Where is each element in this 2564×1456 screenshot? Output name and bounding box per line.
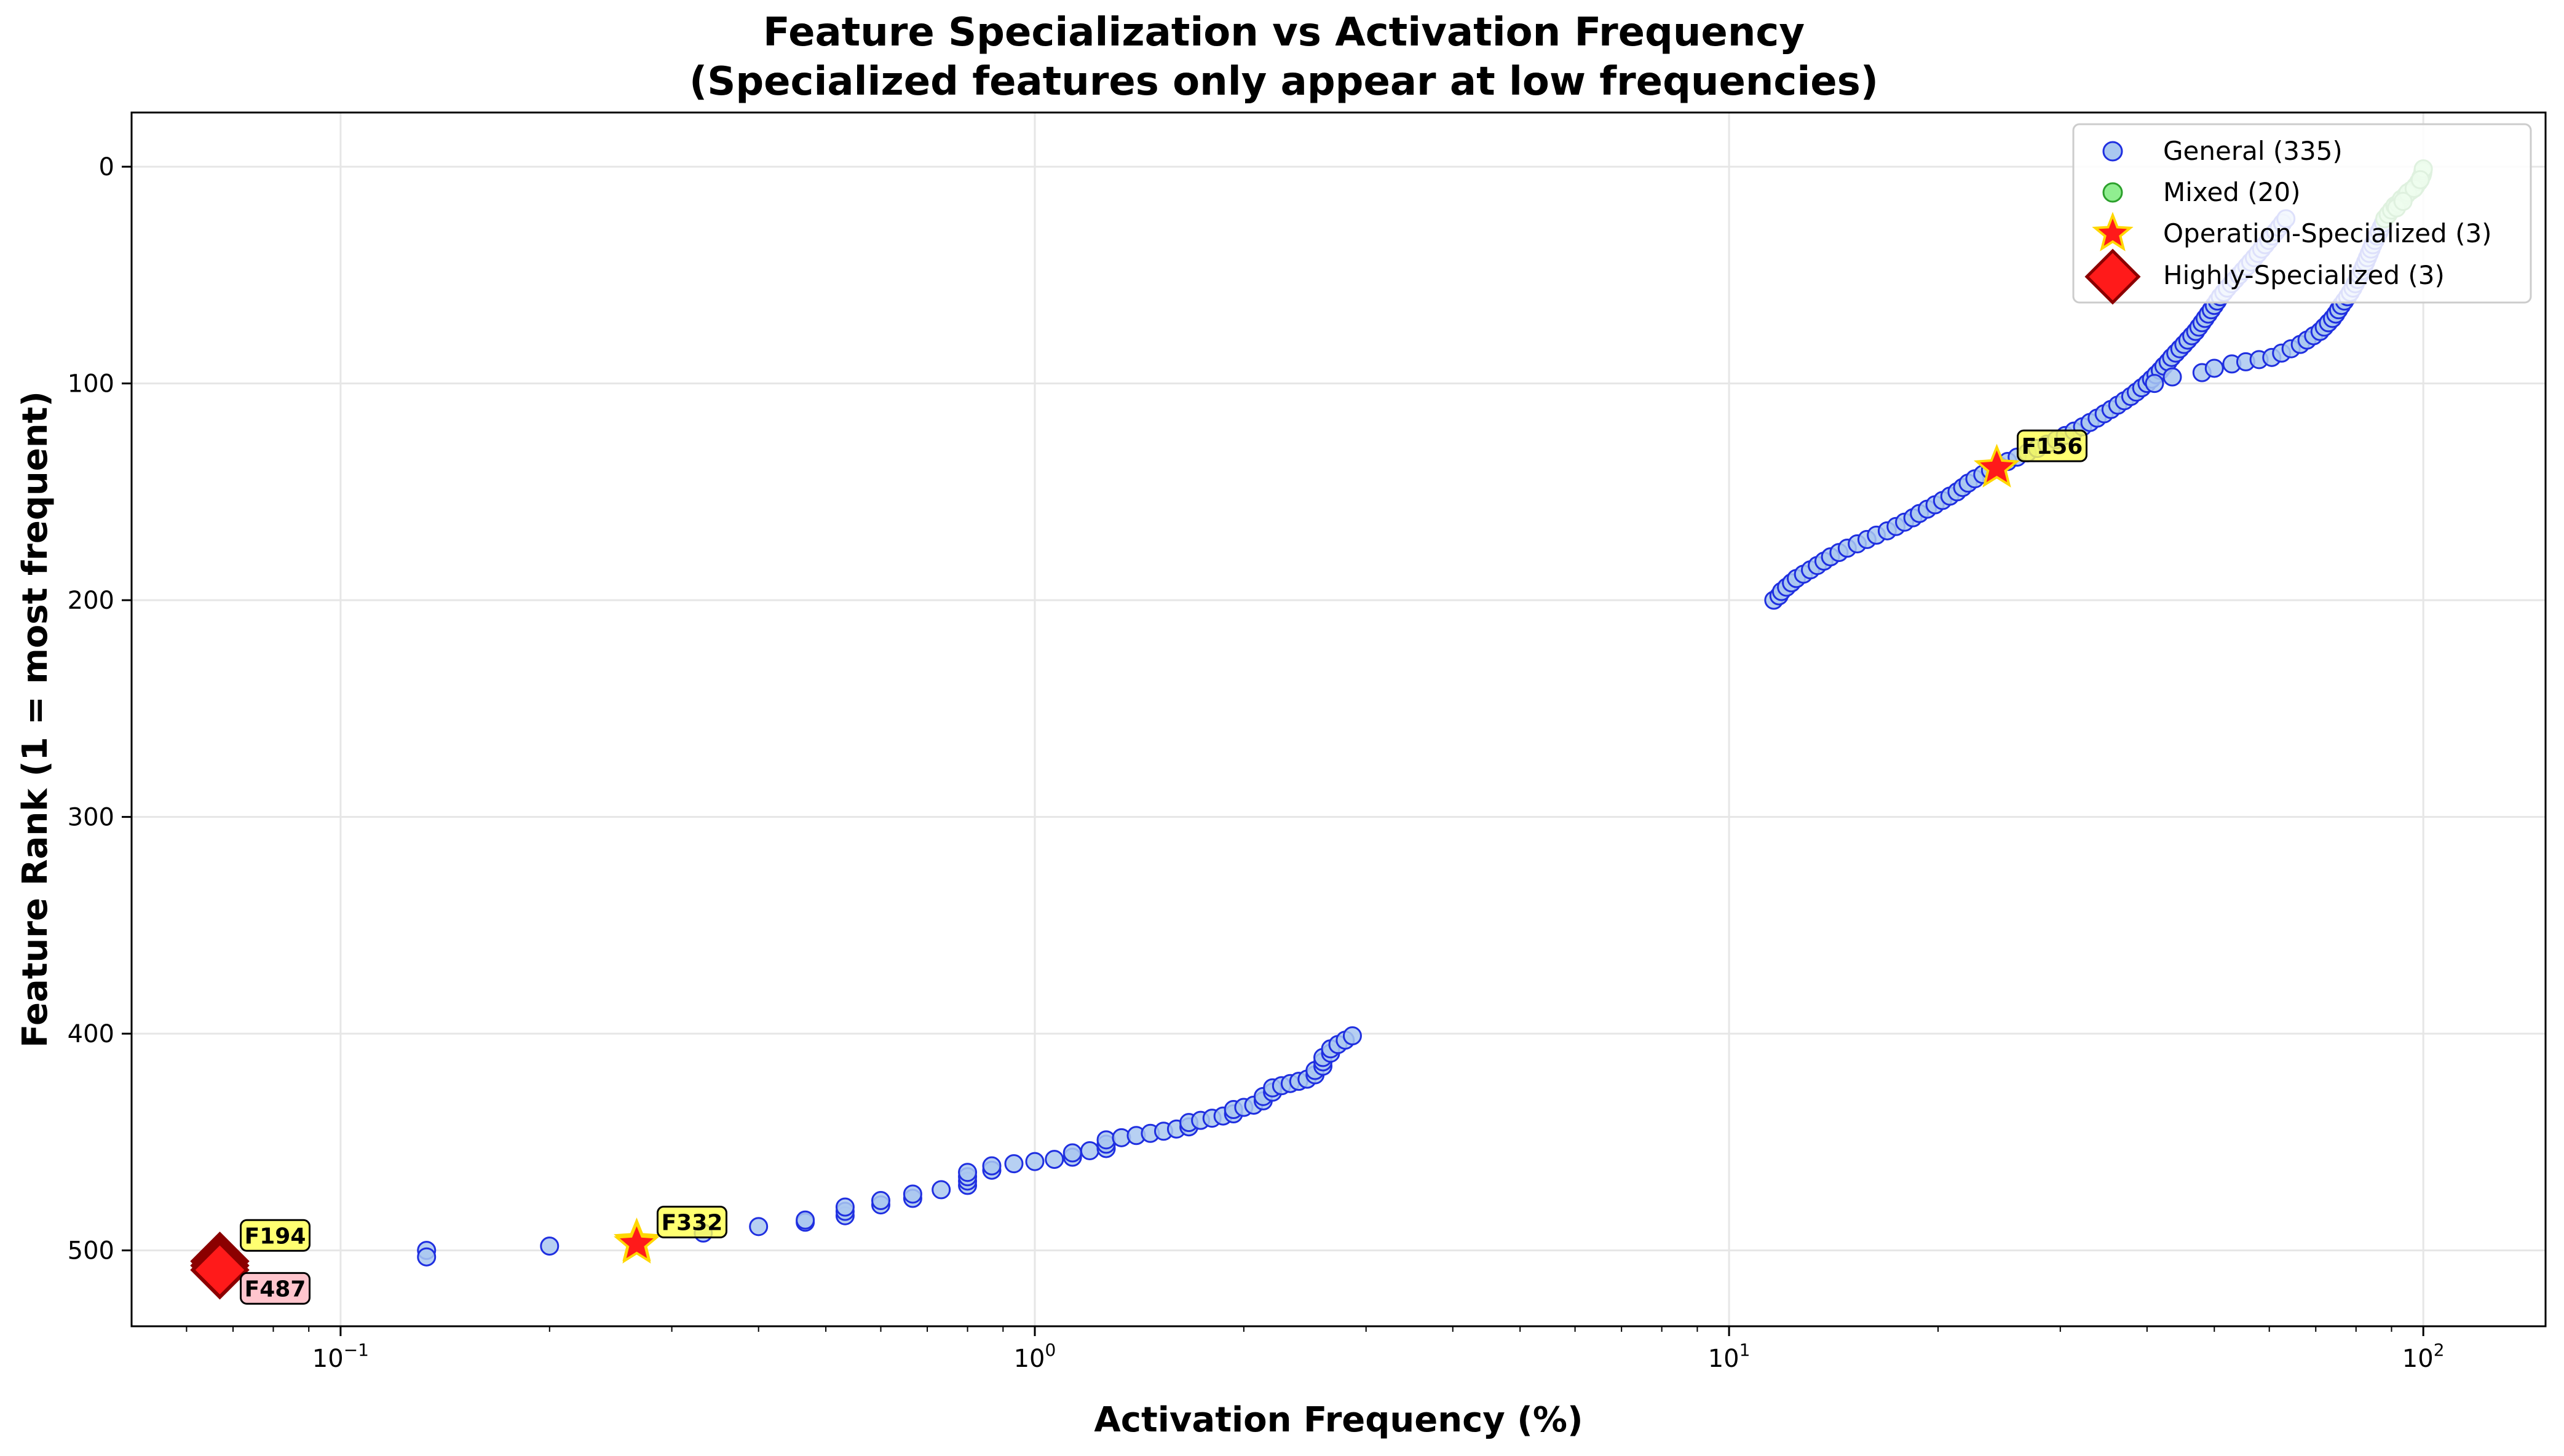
general-point — [1062, 1143, 1082, 1163]
axis-ticks: 10−1 100 101 102 0 100 200 300 400 500 — [68, 153, 2445, 1373]
general-point — [2204, 358, 2224, 378]
general-point — [1096, 1130, 1116, 1150]
general-point — [903, 1184, 922, 1204]
legend-marker-general — [2102, 141, 2123, 162]
y-tick-label: 400 — [68, 1020, 114, 1048]
highly-specialized-point — [190, 1240, 250, 1300]
general-point — [1342, 1026, 1362, 1046]
legend-label-operation-specialized: Operation-Specialized (3) — [2163, 218, 2492, 248]
general-point — [1004, 1154, 1024, 1174]
general-point — [871, 1191, 890, 1211]
y-tick-label: 0 — [99, 153, 114, 181]
annotation-label: F332 — [662, 1211, 723, 1236]
operation-specialized-point — [614, 1219, 660, 1264]
general-point — [417, 1247, 437, 1267]
general-point — [2162, 367, 2182, 387]
legend-marker-mixed — [2102, 182, 2123, 203]
x-tick-label: 100 — [1014, 1340, 1056, 1373]
y-axis-label: Feature Rank (1 = most frequent) — [15, 391, 55, 1048]
annotation-label: F487 — [245, 1276, 306, 1302]
legend-label-highly-specialized: Highly-Specialized (3) — [2163, 260, 2445, 290]
legend-marker-star — [2092, 212, 2134, 251]
operation-specialized-point — [1973, 443, 2020, 488]
general-point — [958, 1163, 978, 1182]
annotation-box — [656, 1206, 727, 1239]
general-point — [835, 1197, 855, 1217]
y-tick-label: 200 — [68, 587, 114, 615]
annotation-box — [2016, 429, 2087, 462]
general-point — [932, 1180, 951, 1200]
feature-annotations: F156 F332 F194 F487 — [240, 429, 2087, 1305]
annotation-box — [240, 1272, 311, 1305]
y-tick-label: 500 — [68, 1237, 114, 1265]
plot-markers — [190, 159, 2433, 1300]
legend-label-general: General (335) — [2163, 136, 2343, 166]
general-point — [982, 1156, 1002, 1176]
legend-marker-diamond — [2084, 248, 2141, 305]
legend-label-mixed: Mixed (20) — [2163, 177, 2301, 207]
x-tick-label: 102 — [2402, 1340, 2445, 1373]
x-axis-label: Activation Frequency (%) — [1094, 1400, 1583, 1440]
chart-title: Feature Specialization vs Activation Fre… — [763, 10, 1805, 55]
general-point — [1025, 1152, 1045, 1171]
plot-frame — [130, 111, 2547, 1327]
general-point — [1080, 1141, 1099, 1160]
legend-box — [2072, 123, 2532, 304]
annotation-label: F156 — [2022, 434, 2083, 459]
x-tick-label: 101 — [1708, 1340, 1751, 1373]
x-tick-label: 10−1 — [312, 1340, 369, 1373]
general-point — [796, 1210, 815, 1230]
general-point — [540, 1236, 560, 1256]
general-point — [1045, 1150, 1064, 1169]
y-tick-label: 100 — [68, 370, 114, 398]
annotation-box — [240, 1219, 311, 1252]
y-tick-label: 300 — [68, 804, 114, 832]
legend: General (335) Mixed (20) Operation-Speci… — [2072, 123, 2532, 305]
general-point — [749, 1217, 769, 1236]
chart-subtitle: (Specialized features only appear at low… — [689, 59, 1878, 105]
general-point — [2145, 374, 2164, 394]
annotation-label: F194 — [245, 1224, 306, 1249]
